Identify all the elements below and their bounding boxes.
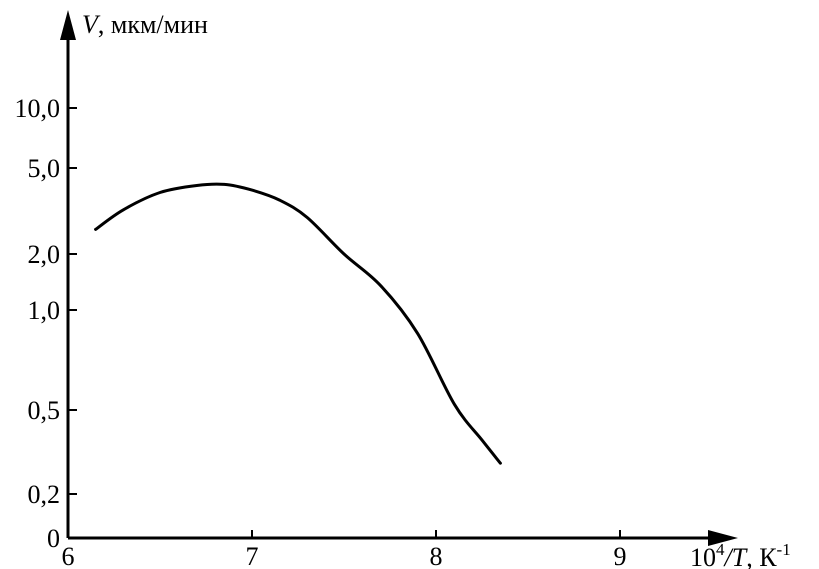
y-tick-label: 1,0 [28, 296, 61, 325]
x-tick-label: 8 [430, 542, 443, 569]
x-axis-symbol: /T [723, 543, 748, 569]
x-ticks: 6 7 8 9 [62, 530, 627, 569]
y-axis-unit: , мкм/мин [98, 10, 208, 39]
y-tick-label: 2,0 [28, 240, 61, 269]
x-axis-unit-sup: -1 [777, 540, 791, 559]
y-tick-label: 0 [47, 524, 60, 553]
y-tick-label: 5,0 [28, 154, 61, 183]
x-axis-label: 104/T, К-1 [690, 540, 791, 569]
y-tick-label: 10,0 [15, 94, 61, 123]
x-axis-unit: , К [746, 543, 777, 569]
x-axis-prefix-sup: 4 [716, 540, 725, 559]
y-tick-label: 0,5 [28, 396, 61, 425]
y-ticks: 0 0,2 0,5 1,0 2,0 5,0 10,0 [15, 94, 77, 553]
x-tick-label: 6 [62, 542, 75, 569]
x-tick-label: 9 [614, 542, 627, 569]
y-axis-arrow [60, 10, 76, 40]
series-layer [94, 182, 502, 465]
x-tick-label: 7 [246, 542, 259, 569]
y-tick-label: 0,2 [28, 480, 61, 509]
y-axis-label: V, мкм/мин [82, 10, 208, 39]
x-axis-arrow [708, 530, 738, 546]
x-axis-prefix: 10 [690, 543, 716, 569]
series-line [94, 182, 502, 465]
axes [60, 10, 738, 546]
y-axis-symbol: V [82, 10, 101, 39]
